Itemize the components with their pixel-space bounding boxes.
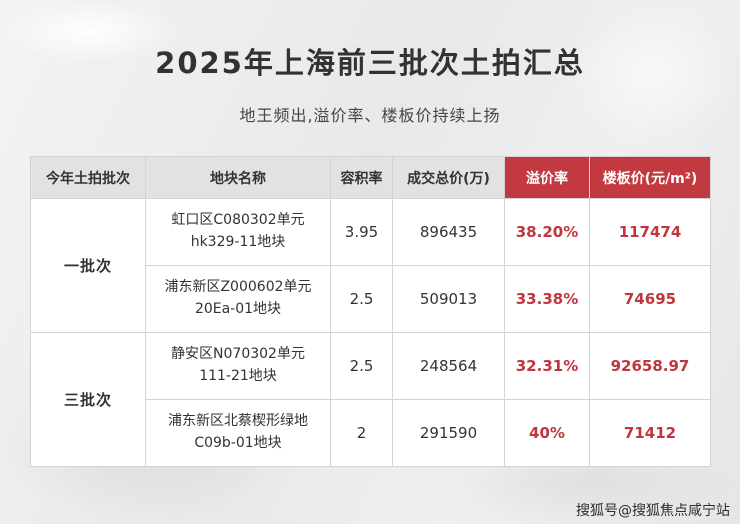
plot-name-line1: 静安区N070302单元 [171,346,305,363]
premium-rate: 38.20% [504,198,590,266]
table-row: 三批次 静安区N070302单元 111-21地块 2.5 248564 32.… [30,332,711,467]
col-header-total-price: 成交总价(万) [392,156,505,199]
plot-name: 虹口区C080302单元 hk329-11地块 [145,198,331,266]
plot-name-line2: hk329-11地块 [190,234,286,250]
plot-name-line2: 20Ea-01地块 [194,301,282,317]
plot-name-line1: 浦东新区北蔡楔形绿地 [168,413,308,430]
floor-price: 92658.97 [589,332,711,400]
premium-rate: 32.31% [504,332,590,400]
col-header-premium-rate: 溢价率 [504,156,590,199]
plot-ratio: 2.5 [330,265,393,333]
premium-rate: 40% [504,399,590,467]
col-header-floor-price: 楼板价(元/m²) [589,156,711,199]
total-price: 248564 [392,332,505,400]
floor-price: 117474 [589,198,711,266]
plot-name-line1: 虹口区C080302单元 [171,212,305,229]
plot-ratio: 3.95 [330,198,393,266]
table-row: 浦东新区Z000602单元 20Ea-01地块 2.5 509013 33.38… [31,265,711,333]
total-price: 896435 [392,198,505,266]
plot-name: 浦东新区北蔡楔形绿地 C09b-01地块 [145,399,331,467]
plot-name: 静安区N070302单元 111-21地块 [145,332,331,400]
col-header-batch: 今年土拍批次 [30,156,146,199]
batch-label-third: 三批次 [30,332,146,467]
watermark: 搜狐号@搜狐焦点咸宁站 [576,503,730,519]
plot-name-line1: 浦东新区Z000602单元 [164,279,312,296]
plot-name-line2: 111-21地块 [199,368,277,384]
page-subtitle: 地王频出,溢价率、楼板价持续上扬 [239,106,501,125]
plot-ratio: 2.5 [330,332,393,400]
page-title: 2025年上海前三批次土拍汇总 [155,46,585,80]
floor-price: 74695 [589,265,711,333]
col-header-plot-ratio: 容积率 [330,156,393,199]
land-auction-table-wrap: 今年土拍批次 地块名称 容积率 成交总价(万) 溢价率 楼板价(元/m²) 一批… [30,156,711,467]
floor-price: 71412 [589,399,711,467]
col-header-plot-name: 地块名称 [145,156,331,199]
plot-ratio: 2 [330,399,393,467]
total-price: 291590 [392,399,505,467]
land-auction-table: 今年土拍批次 地块名称 容积率 成交总价(万) 溢价率 楼板价(元/m²) 一批… [30,156,711,467]
batch-label-first: 一批次 [30,198,146,333]
premium-rate: 33.38% [504,265,590,333]
total-price: 509013 [392,265,505,333]
plot-name: 浦东新区Z000602单元 20Ea-01地块 [145,265,331,333]
table-header-row: 今年土拍批次 地块名称 容积率 成交总价(万) 溢价率 楼板价(元/m²) [30,156,711,199]
table-row: 一批次 虹口区C080302单元 hk329-11地块 3.95 896435 … [30,198,711,333]
table-row: 浦东新区北蔡楔形绿地 C09b-01地块 2 291590 40% 71412 [31,399,711,467]
plot-name-line2: C09b-01地块 [194,435,282,451]
